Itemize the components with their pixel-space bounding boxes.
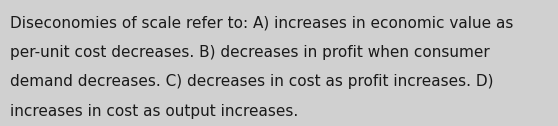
Text: Diseconomies of scale refer to: A) increases in economic value as: Diseconomies of scale refer to: A) incre… bbox=[10, 15, 513, 30]
Text: demand decreases. C) decreases in cost as profit increases. D): demand decreases. C) decreases in cost a… bbox=[10, 74, 493, 89]
Text: per-unit cost decreases. B) decreases in profit when consumer: per-unit cost decreases. B) decreases in… bbox=[10, 45, 490, 60]
Text: increases in cost as output increases.: increases in cost as output increases. bbox=[10, 104, 299, 119]
